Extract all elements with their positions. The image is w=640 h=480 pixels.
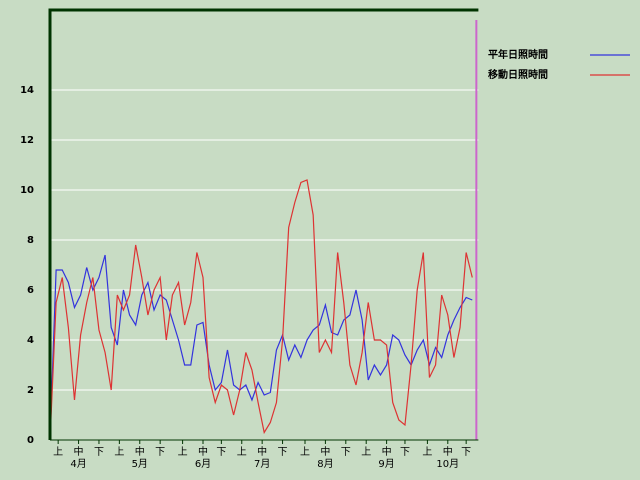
month-label: 7月 (254, 458, 270, 470)
y-tick-label: 14 (20, 85, 34, 96)
x-tick-label: 上 (237, 446, 247, 458)
x-tick-label: 下 (461, 447, 471, 458)
y-tick-label: 6 (27, 285, 34, 296)
x-tick-label: 下 (155, 447, 165, 458)
y-tick-label: 12 (20, 135, 34, 146)
x-tick-label: 上 (422, 446, 432, 458)
x-tick-label: 中 (198, 445, 208, 458)
x-tick-label: 中 (135, 445, 145, 458)
x-tick-label: 中 (443, 445, 453, 458)
x-tick-label: 中 (74, 445, 84, 458)
month-label: 4月 (70, 458, 86, 470)
x-tick-label: 上 (178, 446, 188, 458)
y-tick-label: 2 (27, 385, 34, 396)
y-tick-label: 4 (27, 335, 34, 346)
x-tick-label: 下 (400, 447, 410, 458)
y-tick-label: 0 (27, 435, 34, 446)
axis-frame (48, 8, 479, 440)
month-label: 6月 (195, 458, 211, 470)
month-label: 9月 (378, 458, 394, 470)
series-line (49, 254, 473, 441)
x-tick-label: 中 (257, 445, 267, 458)
x-tick-label: 上 (361, 446, 371, 458)
y-tick-label: 10 (20, 185, 34, 196)
legend-label: 移動日照時間 (488, 68, 548, 81)
x-tick-label: 中 (320, 445, 330, 458)
legend-label: 平年日照時間 (488, 48, 548, 61)
x-tick-label: 下 (94, 447, 104, 458)
x-tick-label: 中 (382, 445, 392, 458)
month-label: 10月 (436, 458, 459, 470)
x-tick-label: 下 (216, 447, 226, 458)
x-tick-label: 下 (341, 447, 351, 458)
month-label: 8月 (317, 458, 333, 470)
x-tick-label: 上 (114, 446, 124, 458)
x-tick-label: 上 (300, 446, 310, 458)
y-tick-label: 8 (27, 235, 34, 246)
month-label: 5月 (132, 458, 148, 470)
x-tick-label: 上 (53, 446, 63, 458)
x-tick-label: 下 (278, 447, 288, 458)
series-line (49, 179, 473, 441)
